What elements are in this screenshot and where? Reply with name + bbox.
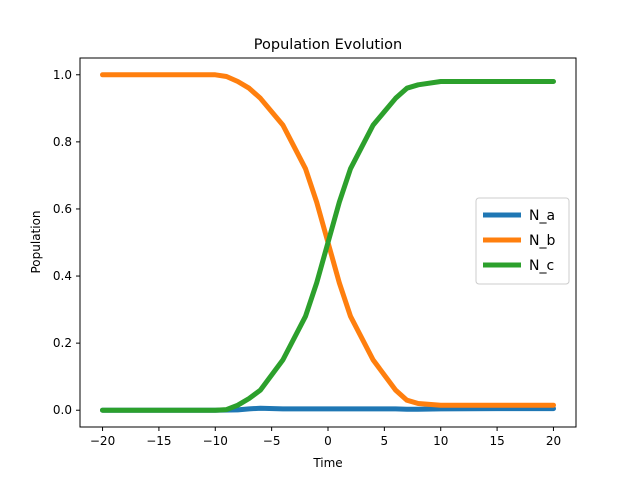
x-tick-label: 5 [381, 434, 389, 448]
y-axis-ticks: 0.0 0.2 0.4 0.6 0.8 1.0 [53, 68, 80, 417]
y-tick-label: 1.0 [53, 68, 72, 82]
x-tick-label: −5 [263, 434, 281, 448]
y-tick-label: 0.2 [53, 336, 72, 350]
y-tick-label: 0.0 [53, 403, 72, 417]
y-tick-label: 0.6 [53, 202, 72, 216]
legend-label: N_a [529, 208, 555, 224]
legend-label: N_b [529, 233, 555, 249]
x-tick-label: −10 [203, 434, 228, 448]
x-tick-label: 0 [324, 434, 332, 448]
series-line-n-c [100, 79, 556, 413]
x-tick-label: −20 [90, 434, 115, 448]
y-tick-label: 0.4 [53, 269, 72, 283]
legend-label: N_c [529, 258, 554, 274]
y-axis-title: Population [29, 210, 43, 273]
x-tick-label: 15 [489, 434, 504, 448]
x-axis-ticks: −20 −15 −10 −5 0 5 10 15 20 [90, 427, 561, 448]
x-axis-title: Time [312, 456, 342, 470]
legend: N_a N_b N_c [475, 197, 570, 285]
y-tick-label: 0.8 [53, 135, 72, 149]
chart-title: Population Evolution [254, 37, 402, 53]
x-tick-label: 20 [546, 434, 561, 448]
x-tick-label: 10 [433, 434, 448, 448]
series-line-n-a [100, 405, 556, 413]
plot-lines [100, 72, 556, 413]
x-tick-label: −15 [146, 434, 171, 448]
